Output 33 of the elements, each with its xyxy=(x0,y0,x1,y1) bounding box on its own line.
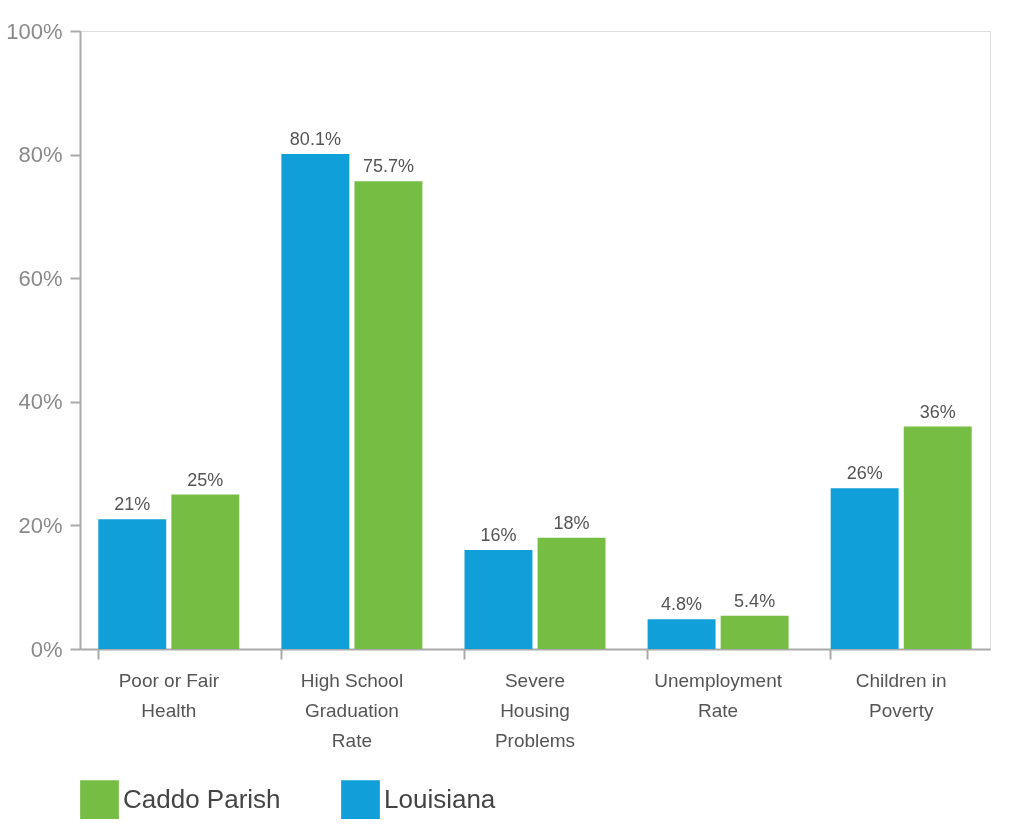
bar xyxy=(171,494,240,649)
y-tick-label: 100% xyxy=(6,18,63,44)
y-tick-label: 60% xyxy=(18,265,63,291)
bar xyxy=(354,181,423,649)
y-tick-label: 20% xyxy=(18,512,63,538)
legend-label: Caddo Parish xyxy=(123,783,281,814)
data-label: 36% xyxy=(919,401,956,422)
data-label: 4.8% xyxy=(661,594,703,615)
data-label: 21% xyxy=(114,494,151,515)
y-tick-label: 0% xyxy=(30,636,63,662)
data-label: 75.7% xyxy=(362,156,414,177)
y-tick-label: 80% xyxy=(18,142,63,168)
data-label: 26% xyxy=(846,463,883,484)
bar xyxy=(537,537,606,649)
x-tick-label: High School Graduation Rate xyxy=(300,669,404,751)
bar xyxy=(647,619,716,649)
x-tick-label: Children in Poverty xyxy=(855,669,947,721)
bar xyxy=(903,426,972,649)
x-tick-label: Severe Housing Problems xyxy=(494,669,576,751)
data-label: 80.1% xyxy=(289,128,341,149)
bar xyxy=(98,519,167,649)
bar xyxy=(464,550,533,649)
data-label: 5.4% xyxy=(734,590,776,611)
data-label: 16% xyxy=(480,525,517,546)
bar xyxy=(720,615,789,649)
bar xyxy=(830,488,899,649)
x-tick-label: Unemployment Rate xyxy=(654,669,783,721)
x-tick-label: Poor or Fair Health xyxy=(118,669,220,721)
data-label: 25% xyxy=(187,469,224,490)
data-label: 18% xyxy=(553,512,590,533)
bar xyxy=(281,153,350,649)
legend-label: Louisiana xyxy=(384,783,496,814)
y-tick-label: 40% xyxy=(18,389,63,415)
